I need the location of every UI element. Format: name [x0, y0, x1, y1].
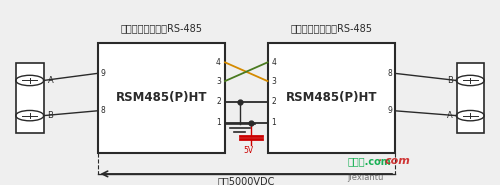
Text: B: B — [48, 111, 54, 120]
Text: 9: 9 — [100, 69, 105, 78]
Text: 自动收发切换隔离RS-485: 自动收发切换隔离RS-485 — [120, 23, 202, 33]
Text: 隔离5000VDC: 隔离5000VDC — [218, 176, 275, 185]
Text: RSM485(P)HT: RSM485(P)HT — [116, 91, 207, 104]
Text: 3: 3 — [216, 77, 221, 86]
Text: com: com — [385, 156, 411, 166]
Text: 8: 8 — [387, 69, 392, 78]
Bar — [98, 43, 225, 153]
Text: 3: 3 — [272, 77, 276, 86]
Text: 2: 2 — [272, 97, 276, 107]
Text: 1: 1 — [216, 118, 221, 127]
Text: A: A — [48, 76, 53, 85]
Text: 4: 4 — [272, 58, 276, 67]
Text: ·: · — [378, 154, 382, 168]
Text: RSM485(P)HT: RSM485(P)HT — [286, 91, 377, 104]
Text: B: B — [446, 76, 452, 85]
Text: 接线图.com: 接线图.com — [348, 156, 391, 166]
Bar — [16, 63, 44, 133]
Text: jiexiantu: jiexiantu — [348, 173, 384, 182]
Text: 4: 4 — [216, 58, 221, 67]
Text: 自动收发切换隔离RS-485: 自动收发切换隔离RS-485 — [290, 23, 372, 33]
Text: 2: 2 — [216, 97, 221, 107]
Text: 1: 1 — [272, 118, 276, 127]
Bar — [456, 63, 484, 133]
Text: 9: 9 — [387, 106, 392, 115]
Text: 5V: 5V — [243, 146, 253, 155]
Bar — [268, 43, 395, 153]
Text: A: A — [447, 111, 452, 120]
Text: 8: 8 — [100, 106, 105, 115]
